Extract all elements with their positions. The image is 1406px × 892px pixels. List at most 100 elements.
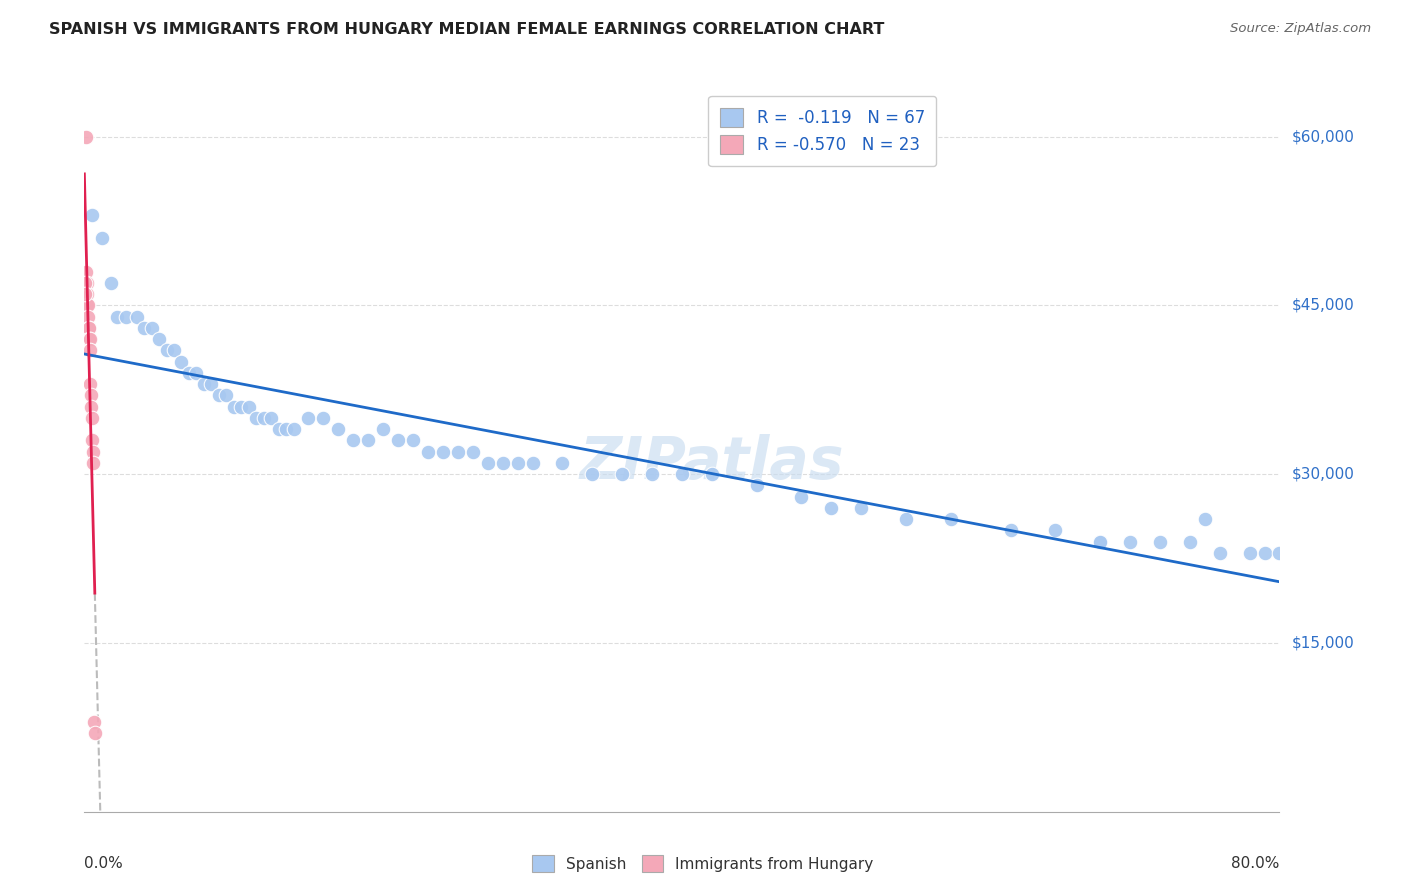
Text: $30,000: $30,000: [1292, 467, 1354, 482]
Point: [91, 231, 114, 245]
Point: [105, 310, 128, 324]
Point: [73, 276, 96, 290]
Point: [1239, 546, 1261, 560]
Point: [416, 444, 439, 458]
Legend: Spanish, Immigrants from Hungary: Spanish, Immigrants from Hungary: [524, 847, 882, 880]
Point: [551, 456, 574, 470]
Text: ZIPatlas: ZIPatlas: [579, 434, 844, 491]
Point: [76, 298, 98, 312]
Point: [1045, 524, 1067, 538]
Point: [283, 422, 305, 436]
Point: [141, 321, 163, 335]
Point: [208, 388, 231, 402]
Point: [80, 410, 103, 425]
Point: [75, 264, 97, 278]
Point: [851, 500, 873, 515]
Point: [894, 512, 917, 526]
Point: [186, 366, 208, 380]
Point: [312, 410, 335, 425]
Point: [1000, 524, 1022, 538]
Point: [260, 410, 283, 425]
Text: SPANISH VS IMMIGRANTS FROM HUNGARY MEDIAN FEMALE EARNINGS CORRELATION CHART: SPANISH VS IMMIGRANTS FROM HUNGARY MEDIA…: [49, 22, 884, 37]
Point: [342, 434, 364, 448]
Point: [222, 400, 245, 414]
Point: [267, 422, 290, 436]
Point: [125, 310, 148, 324]
Point: [641, 467, 664, 482]
Point: [387, 434, 409, 448]
Legend: R =  -0.119   N = 67, R = -0.570   N = 23: R = -0.119 N = 67, R = -0.570 N = 23: [709, 96, 936, 166]
Point: [80, 400, 103, 414]
Point: [238, 400, 260, 414]
Point: [79, 377, 101, 392]
Text: $60,000: $60,000: [1292, 129, 1354, 144]
Point: [231, 400, 253, 414]
Point: [700, 467, 723, 482]
Point: [1119, 534, 1142, 549]
Point: [76, 287, 98, 301]
Point: [820, 500, 842, 515]
Point: [402, 434, 425, 448]
Point: [274, 422, 297, 436]
Point: [745, 478, 768, 492]
Point: [1253, 546, 1275, 560]
Point: [1209, 546, 1232, 560]
Point: [612, 467, 634, 482]
Point: [76, 298, 98, 312]
Point: [373, 422, 395, 436]
Point: [170, 354, 193, 368]
Point: [75, 287, 97, 301]
Text: $45,000: $45,000: [1292, 298, 1354, 313]
Point: [77, 321, 100, 335]
Point: [77, 310, 100, 324]
Point: [82, 434, 104, 448]
Point: [132, 321, 156, 335]
Point: [115, 310, 138, 324]
Point: [79, 332, 101, 346]
Point: [215, 388, 238, 402]
Point: [506, 456, 529, 470]
Point: [1268, 546, 1291, 560]
Point: [790, 490, 813, 504]
Point: [253, 410, 276, 425]
Point: [155, 343, 177, 358]
Point: [1194, 512, 1216, 526]
Point: [82, 444, 104, 458]
Text: Source: ZipAtlas.com: Source: ZipAtlas.com: [1230, 22, 1371, 36]
Point: [1090, 534, 1112, 549]
Point: [82, 456, 104, 470]
Point: [83, 714, 105, 729]
Point: [77, 321, 100, 335]
Point: [671, 467, 693, 482]
Point: [1149, 534, 1171, 549]
Point: [76, 276, 98, 290]
Point: [245, 410, 267, 425]
Point: [328, 422, 350, 436]
Text: $15,000: $15,000: [1292, 635, 1354, 650]
Point: [1178, 534, 1201, 549]
Point: [447, 444, 470, 458]
Point: [581, 467, 603, 482]
Point: [939, 512, 962, 526]
Point: [357, 434, 380, 448]
Point: [75, 129, 97, 144]
Point: [79, 388, 101, 402]
Point: [83, 726, 105, 740]
Point: [200, 377, 222, 392]
Point: [492, 456, 515, 470]
Point: [432, 444, 454, 458]
Point: [163, 343, 186, 358]
Point: [522, 456, 544, 470]
Point: [297, 410, 319, 425]
Point: [77, 332, 100, 346]
Point: [148, 332, 170, 346]
Point: [193, 377, 215, 392]
Point: [79, 343, 101, 358]
Point: [477, 456, 499, 470]
Text: 0.0%: 0.0%: [84, 855, 124, 871]
Text: 80.0%: 80.0%: [1232, 855, 1279, 871]
Point: [461, 444, 484, 458]
Point: [100, 276, 122, 290]
Point: [177, 366, 200, 380]
Point: [80, 208, 103, 222]
